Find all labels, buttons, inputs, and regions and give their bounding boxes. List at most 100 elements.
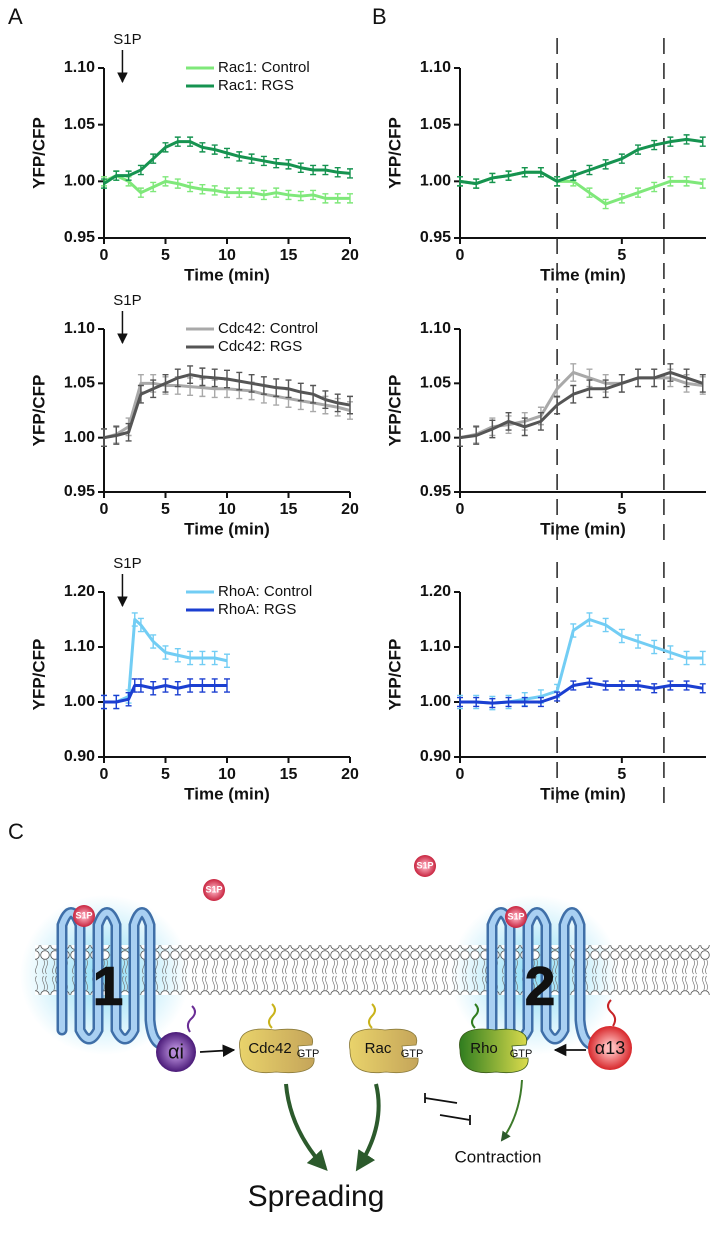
gtpase [349, 1028, 419, 1074]
y-tick-label: 0.95 [420, 229, 451, 246]
x-tick-label: 0 [456, 766, 465, 783]
y-axis-title: YFP/CFP [385, 639, 404, 711]
x-tick-label: 20 [341, 501, 359, 518]
y-tick-label: 1.05 [420, 375, 451, 392]
gtpase-label: Rho [470, 1040, 498, 1057]
chart: 0.90 1.00 1.10 1.20 0 5 10 15 20 Time (min) YFP/CF… [29, 555, 359, 804]
x-tick-label: 0 [456, 247, 465, 264]
y-tick-label: 1.05 [64, 116, 95, 133]
x-tick-label: 15 [280, 247, 298, 264]
pathway-diagram: 1 2 S1P S1P S1P S1P αi α13 Cdc42 GTP Rac… [20, 855, 710, 1213]
ligand-label: S1P [416, 860, 433, 870]
panel-label: A [8, 4, 23, 29]
x-axis-title: Time (min) [184, 519, 270, 538]
g-protein [588, 1026, 632, 1070]
gtp-label: GTP [401, 1048, 424, 1060]
series-line [103, 381, 351, 440]
gtpase-label: Cdc42 [248, 1040, 291, 1057]
g-protein [156, 1032, 196, 1072]
gtp-label: GTP [297, 1048, 320, 1060]
y-tick-label: 1.10 [64, 59, 95, 76]
chart: 0.95 1.00 1.05 1.10 0 5 10 15 20 Time (min) YFP/CF… [29, 292, 359, 539]
legend-label: Rac1: Control [218, 59, 310, 76]
x-tick-label: 10 [218, 766, 236, 783]
g-protein-label: αi [168, 1041, 184, 1063]
ligand-label: S1P [507, 911, 524, 921]
x-tick-label: 5 [161, 766, 170, 783]
x-tick-label: 10 [218, 501, 236, 518]
y-tick-label: 1.00 [64, 173, 95, 190]
y-tick-label: 1.00 [64, 429, 95, 446]
x-tick-label: 20 [341, 247, 359, 264]
y-tick-label: 0.95 [64, 229, 95, 246]
y-axis-title: YFP/CFP [29, 117, 48, 189]
ligand-label: S1P [75, 910, 92, 920]
arrow [355, 1083, 381, 1172]
x-tick-label: 0 [100, 247, 109, 264]
outcome-label: Spreading [248, 1180, 385, 1213]
g-protein-label: α13 [595, 1038, 625, 1058]
y-axis-title: YFP/CFP [29, 639, 48, 711]
panel-label: B [372, 4, 387, 29]
y-tick-label: 1.20 [420, 583, 451, 600]
series-line [103, 373, 351, 440]
series-line [460, 618, 703, 705]
y-tick-label: 1.10 [64, 320, 95, 337]
arrow [500, 1079, 523, 1142]
anchor [368, 1003, 376, 1029]
annotation: S1P [113, 292, 141, 309]
ligand [73, 905, 95, 927]
x-axis-title: Time (min) [540, 519, 626, 538]
x-axis-title: Time (min) [540, 265, 626, 284]
series-line [103, 140, 351, 185]
x-tick-label: 20 [341, 766, 359, 783]
y-axis-title: YFP/CFP [29, 375, 48, 447]
ligand [203, 879, 225, 901]
chart: 0.95 1.00 1.05 1.10 0 5 10 15 20 Time (min) YFP/CF… [29, 31, 359, 285]
anchor [186, 1005, 196, 1033]
gtpase [459, 1028, 529, 1074]
x-tick-label: 0 [100, 501, 109, 518]
arrow [199, 1044, 236, 1057]
y-tick-label: 1.00 [420, 429, 451, 446]
legend-label: RhoA: RGS [218, 601, 296, 618]
x-tick-label: 15 [280, 766, 298, 783]
receptor-number: 1 [93, 956, 123, 1016]
x-tick-label: 0 [456, 501, 465, 518]
inhibition [424, 1093, 471, 1125]
y-tick-label: 0.95 [420, 483, 451, 500]
x-axis-title: Time (min) [184, 265, 270, 284]
y-tick-label: 1.05 [64, 375, 95, 392]
y-tick-label: 1.10 [420, 638, 451, 655]
x-tick-label: 5 [161, 247, 170, 264]
y-axis-title: YFP/CFP [385, 375, 404, 447]
series-line [459, 137, 703, 186]
x-tick-label: 5 [617, 501, 626, 518]
y-tick-label: 1.00 [420, 693, 451, 710]
y-tick-label: 1.10 [64, 638, 95, 655]
panel-label: C [8, 819, 24, 844]
series-line [104, 618, 228, 704]
x-axis-title: Time (min) [540, 784, 626, 803]
y-tick-label: 0.95 [64, 483, 95, 500]
annotation: S1P [113, 31, 141, 48]
y-tick-label: 1.05 [420, 116, 451, 133]
legend-label: Cdc42: Control [218, 320, 318, 337]
y-axis-title: YFP/CFP [385, 117, 404, 189]
series-line [460, 681, 704, 705]
ligand [505, 906, 527, 928]
legend-label: RhoA: Control [218, 583, 312, 600]
gtpase-label: Rac [365, 1040, 392, 1057]
ligand [414, 855, 436, 877]
x-tick-label: 5 [617, 766, 626, 783]
gtp-label: GTP [510, 1048, 533, 1060]
legend-label: Cdc42: RGS [218, 338, 302, 355]
y-tick-label: 1.10 [420, 320, 451, 337]
gtpase [239, 1028, 315, 1074]
y-tick-label: 0.90 [420, 748, 451, 765]
arrow [284, 1083, 328, 1171]
x-tick-label: 5 [161, 501, 170, 518]
x-tick-label: 5 [617, 247, 626, 264]
